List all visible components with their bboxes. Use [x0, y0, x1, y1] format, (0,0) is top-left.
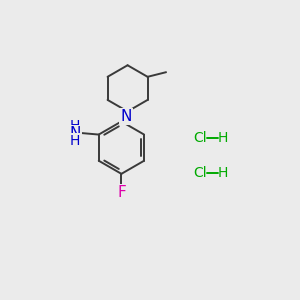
Text: H: H: [70, 134, 80, 148]
Text: Cl: Cl: [193, 130, 207, 145]
Text: H: H: [218, 166, 228, 180]
Text: Cl: Cl: [193, 166, 207, 180]
Text: F: F: [117, 185, 126, 200]
Text: H: H: [218, 130, 228, 145]
Text: N: N: [120, 109, 132, 124]
Text: N: N: [69, 126, 81, 141]
Text: H: H: [70, 119, 80, 133]
